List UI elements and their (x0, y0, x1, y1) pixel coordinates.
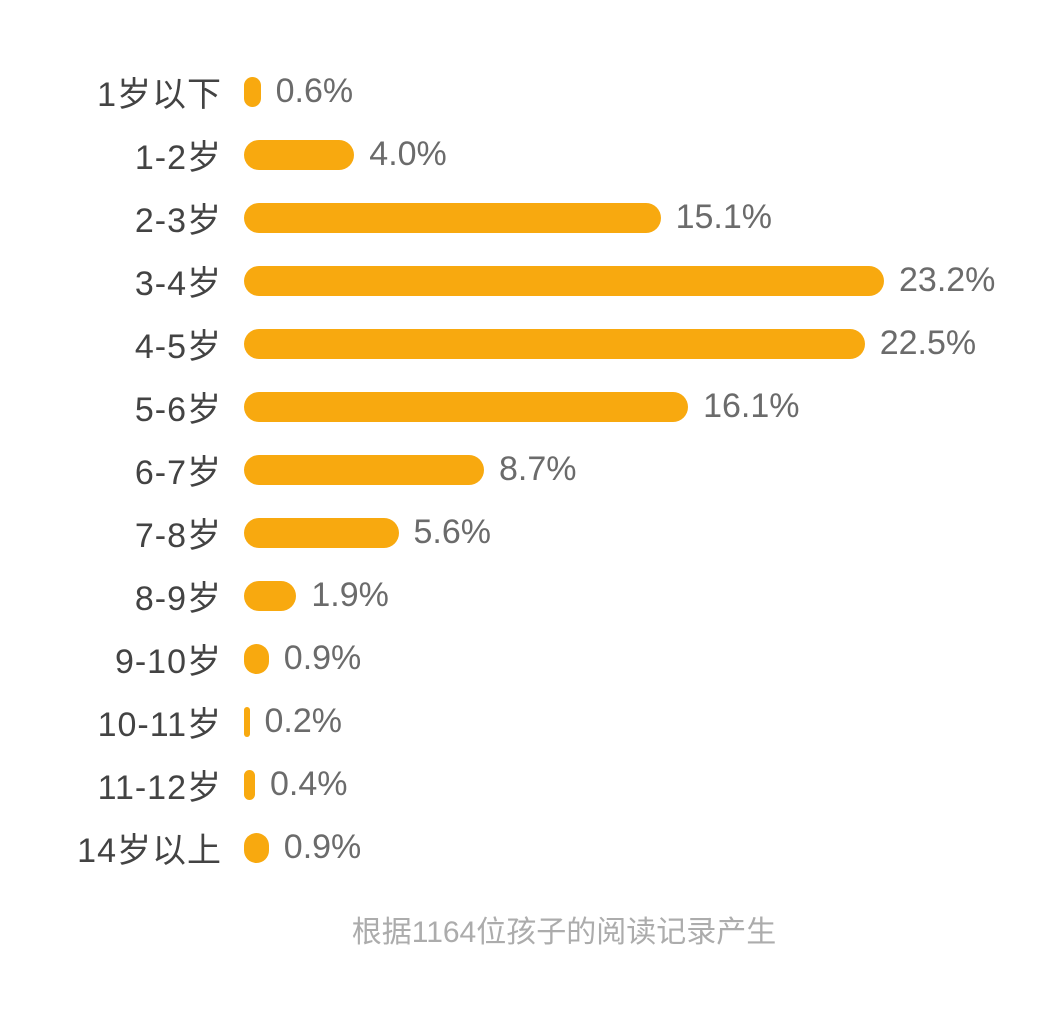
value-label: 23.2% (899, 261, 996, 299)
bar-row: 8-9岁 1.9% (0, 564, 1062, 627)
bar-row: 9-10岁 0.9% (0, 627, 1062, 690)
age-label: 11-12岁 (97, 769, 222, 807)
bar (244, 139, 355, 170)
age-label: 1-2岁 (134, 139, 222, 177)
value-label: 16.1% (703, 387, 800, 425)
value-label: 0.9% (283, 639, 362, 677)
bar (244, 517, 399, 548)
value-label: 0.4% (270, 765, 348, 803)
bar-row: 11-12岁 0.4% (0, 753, 1062, 816)
age-label: 14岁以上 (77, 832, 222, 870)
age-distribution-bar-chart: 1岁以下 0.6% 1-2岁 4.0% 2-3岁 15.1% 3-4岁 23.2… (0, 60, 1062, 949)
value-label: 0.2% (264, 702, 343, 740)
bar (244, 769, 255, 800)
bar-row: 6-7岁 8.7% (0, 438, 1062, 501)
age-label: 4-5岁 (134, 328, 222, 366)
bar-row: 14岁以上 0.9% (0, 816, 1062, 879)
age-label: 1岁以下 (97, 76, 222, 114)
bar (244, 580, 297, 611)
bar-row: 1-2岁 4.0% (0, 123, 1062, 186)
bar-row: 5-6岁 16.1% (0, 375, 1062, 438)
bar (244, 391, 689, 422)
age-label: 2-3岁 (134, 202, 222, 240)
bar (244, 643, 269, 674)
bar-row: 4-5岁 22.5% (0, 312, 1062, 375)
value-label: 1.9% (311, 576, 389, 614)
age-label: 6-7岁 (134, 454, 222, 492)
bar-row: 3-4岁 23.2% (0, 249, 1062, 312)
value-label: 8.7% (499, 450, 577, 488)
value-label: 0.6% (275, 72, 354, 110)
bar-row: 10-11岁 0.2% (0, 690, 1062, 753)
chart-source-note: 根据1164位孩子的阅读记录产生 (351, 916, 777, 949)
bar-row: 7-8岁 5.6% (0, 501, 1062, 564)
value-label: 22.5% (879, 324, 977, 362)
bar (244, 328, 865, 359)
value-label: 0.9% (283, 828, 362, 866)
age-label: 5-6岁 (134, 391, 222, 429)
value-label: 5.6% (413, 513, 492, 551)
bar (244, 202, 661, 233)
age-label: 8-9岁 (134, 580, 222, 618)
age-label: 3-4岁 (134, 265, 222, 303)
bar (244, 706, 250, 737)
bar-row: 1岁以下 0.6% (0, 60, 1062, 123)
value-label: 15.1% (675, 198, 772, 236)
bar (244, 832, 269, 863)
bar (244, 454, 484, 485)
value-label: 4.0% (369, 135, 447, 173)
bar (244, 76, 261, 107)
age-label: 9-10岁 (114, 643, 222, 681)
bar-row: 2-3岁 15.1% (0, 186, 1062, 249)
bar (244, 265, 884, 296)
age-label: 7-8岁 (134, 517, 222, 555)
age-label: 10-11岁 (97, 706, 222, 744)
